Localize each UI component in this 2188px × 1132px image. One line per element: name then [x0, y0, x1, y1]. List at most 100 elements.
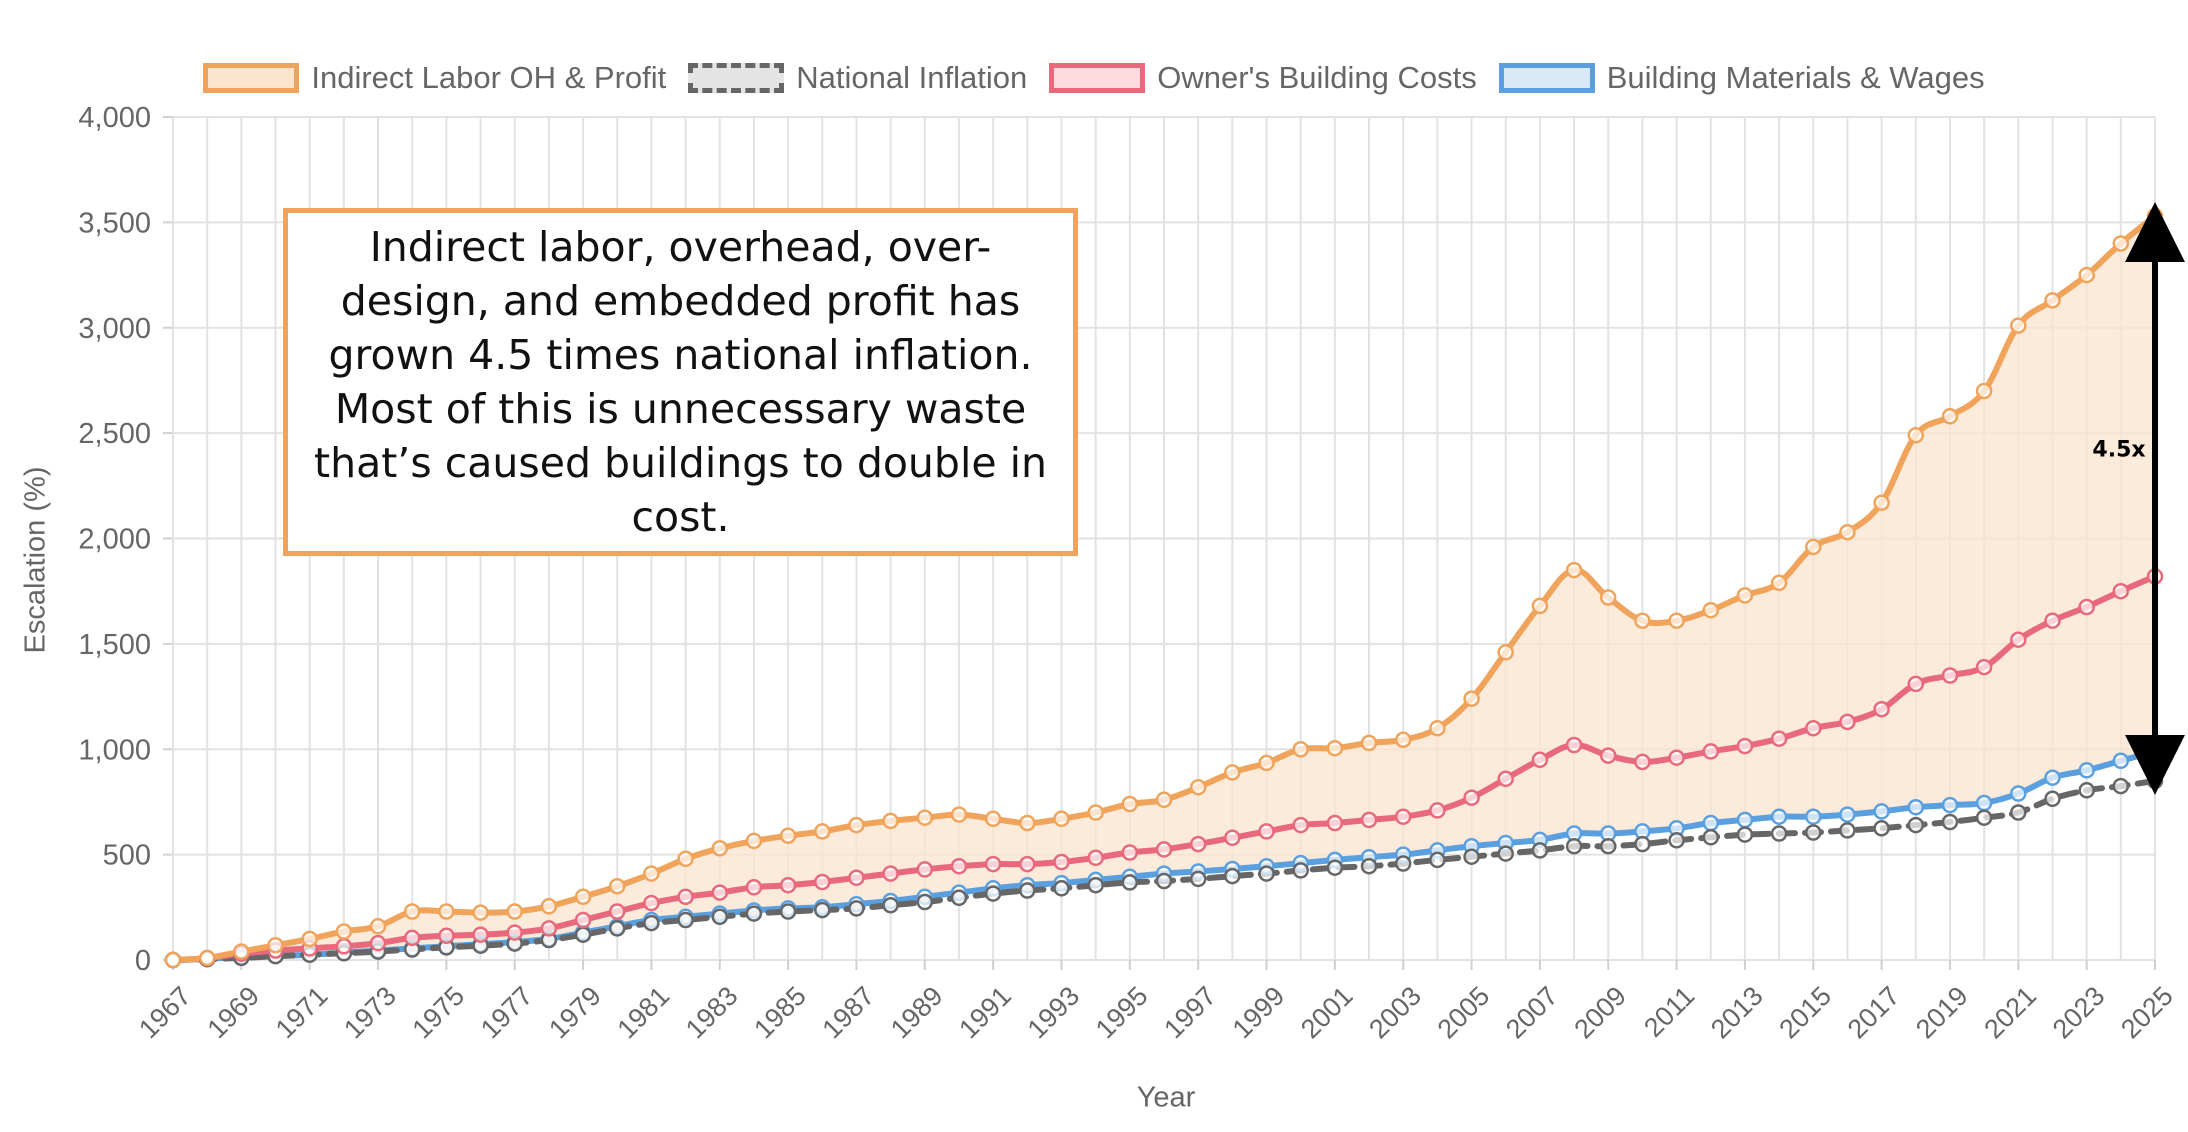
data-point	[2044, 790, 2061, 808]
data-point	[2044, 292, 2061, 309]
data-point	[1189, 835, 1207, 853]
data-point	[1839, 806, 1856, 823]
x-tick-label: 1987	[817, 981, 881, 1045]
annotation-layer: 4.5x	[2092, 202, 2185, 795]
data-point	[745, 905, 763, 922]
data-point	[301, 930, 318, 948]
x-tick-label: 1967	[133, 981, 197, 1045]
data-point	[1907, 798, 1925, 816]
data-point	[1497, 644, 1514, 661]
data-point	[677, 850, 694, 868]
data-point	[1941, 408, 1959, 425]
data-point	[1736, 587, 1754, 604]
data-point	[950, 806, 968, 823]
data-point	[1941, 667, 1959, 684]
data-point	[1941, 796, 1959, 814]
data-point	[164, 951, 182, 969]
data-point	[2112, 582, 2130, 600]
data-point	[472, 904, 489, 921]
area-fill	[173, 216, 2155, 961]
data-point	[1668, 612, 1685, 629]
data-point	[506, 924, 523, 941]
y-tick-label: 0	[135, 945, 151, 977]
x-tick-label: 1999	[1227, 981, 1291, 1045]
data-point	[677, 911, 694, 929]
data-point	[1258, 754, 1275, 772]
legend-item-owners-building-costs[interactable]: Owner's Building Costs	[1049, 60, 1477, 96]
data-point	[916, 893, 934, 911]
data-point	[1873, 803, 1890, 820]
data-point	[779, 903, 797, 920]
y-tick-label: 500	[103, 840, 151, 872]
x-tick-label: 2015	[1773, 981, 1837, 1045]
data-point	[1668, 749, 1685, 766]
data-point	[1975, 809, 1993, 826]
data-point	[1599, 747, 1617, 764]
data-point	[1019, 855, 1036, 873]
data-point	[1975, 658, 1993, 676]
data-point	[1463, 690, 1480, 707]
data-point	[2078, 598, 2095, 616]
x-tick-label: 2025	[2115, 981, 2179, 1045]
data-point	[198, 949, 216, 967]
data-point	[1736, 737, 1754, 755]
data-point	[916, 861, 934, 878]
data-point	[438, 927, 455, 945]
data-point	[1805, 538, 1822, 556]
data-point	[1429, 851, 1446, 869]
data-point	[574, 926, 592, 943]
legend-label: National Inflation	[796, 60, 1028, 95]
x-tick-label: 2017	[1842, 981, 1906, 1045]
data-point	[1292, 741, 1309, 758]
data-point	[677, 888, 694, 906]
x-tick-label: 1985	[748, 981, 812, 1045]
legend-item-national-inflation[interactable]: National Inflation	[688, 60, 1027, 96]
data-point	[1360, 734, 1378, 752]
legend-item-materials-wages[interactable]: Building Materials & Wages	[1498, 60, 1985, 96]
data-point	[711, 908, 729, 926]
data-point	[2146, 772, 2164, 790]
legend-item-indirect-labor[interactable]: Indirect Labor OH & Profit	[203, 60, 666, 96]
data-point	[745, 832, 763, 850]
y-tick-label: 1,500	[78, 629, 151, 661]
data-point	[2010, 785, 2027, 802]
data-point	[1189, 778, 1207, 796]
x-tick-label: 1995	[1090, 981, 1154, 1045]
data-point	[1326, 739, 1344, 757]
data-point	[1121, 844, 1139, 861]
data-point	[1839, 523, 1856, 541]
data-point	[506, 903, 523, 920]
data-point	[814, 823, 831, 840]
x-tick-label: 1989	[885, 981, 949, 1045]
data-point	[1975, 794, 1993, 812]
data-point	[1121, 795, 1139, 813]
data-point	[1873, 820, 1890, 837]
x-tick-label: 1997	[1158, 981, 1222, 1045]
data-point	[1634, 612, 1651, 629]
data-point	[1121, 874, 1139, 891]
data-point	[1053, 853, 1070, 871]
data-point	[814, 901, 831, 919]
annotation-text: Indirect labor, overhead, over-design, a…	[314, 223, 1047, 541]
data-point	[950, 857, 968, 875]
area-fills	[173, 216, 2155, 961]
multiplier-label: 4.5x	[2092, 437, 2145, 462]
data-point	[745, 879, 763, 896]
data-point	[882, 865, 899, 882]
data-point	[608, 877, 626, 895]
data-point	[369, 934, 387, 952]
data-point	[1975, 382, 1993, 400]
data-point	[882, 896, 899, 914]
data-point	[1634, 835, 1651, 853]
data-point	[848, 900, 865, 917]
x-tick-label: 1981	[612, 981, 676, 1045]
data-point	[2010, 804, 2027, 821]
data-point	[711, 840, 729, 857]
data-point	[1634, 753, 1651, 771]
x-tick-label: 1975	[407, 981, 471, 1045]
data-point	[233, 943, 250, 960]
data-point	[1770, 825, 1788, 842]
y-axis-title: Escalation (%)	[19, 466, 52, 654]
y-tick-label: 4,000	[78, 102, 151, 134]
data-point	[1873, 494, 1890, 511]
